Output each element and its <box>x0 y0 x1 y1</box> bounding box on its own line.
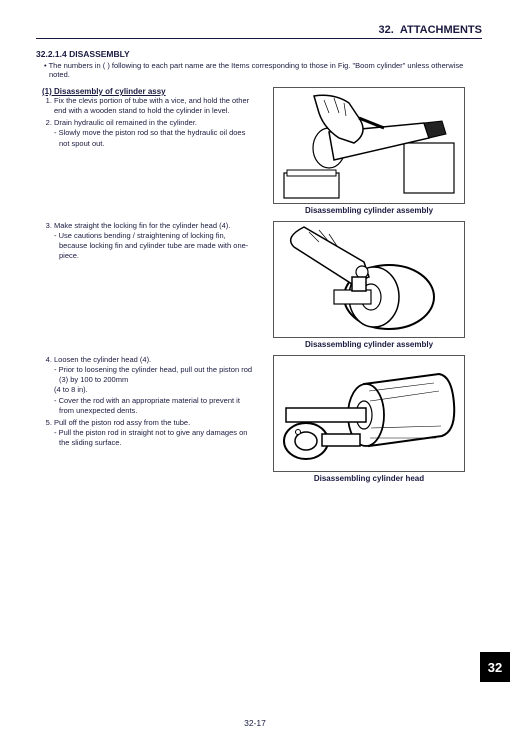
tab-number: 32 <box>488 660 502 675</box>
step-4: Loosen the cylinder head (4). - Prior to… <box>54 355 256 416</box>
step-1: Fix the clevis portion of tube with a vi… <box>54 96 256 116</box>
step-4-sub3: - Cover the rod with an appropriate mate… <box>54 396 256 416</box>
step-5: Pull off the piston rod assy from the tu… <box>54 418 256 448</box>
chapter-header: 32. ATTACHMENTS <box>36 24 482 36</box>
step-3-sub: - Use cautions bending / straightening o… <box>54 231 256 261</box>
figure-2 <box>273 221 465 338</box>
caption-3: Disassembling cylinder head <box>256 474 482 483</box>
section-number: 32.2.1.4 <box>36 49 67 59</box>
chapter-number: 32. <box>378 24 393 36</box>
intro-note: • The numbers in ( ) following to each p… <box>44 61 482 79</box>
page-number: 32-17 <box>0 718 510 728</box>
header-rule <box>36 38 482 39</box>
figure-3 <box>273 355 465 472</box>
step-4-sub1: - Prior to loosening the cylinder head, … <box>54 365 256 385</box>
chapter-title: ATTACHMENTS <box>400 24 482 36</box>
step-2: Drain hydraulic oil remained in the cyli… <box>54 118 256 148</box>
step-2-sub: - Slowly move the piston rod so that the… <box>54 128 256 148</box>
subsection-title: (1) Disassembly of cylinder assy <box>42 87 256 96</box>
step-5-sub: - Pull the piston rod in straight not to… <box>54 428 256 448</box>
section-name: DISASSEMBLY <box>69 49 130 59</box>
caption-2: Disassembling cylinder assembly <box>256 340 482 349</box>
caption-1: Disassembling cylinder assembly <box>256 206 482 215</box>
figure-1 <box>273 87 465 204</box>
chapter-tab: 32 <box>480 652 510 682</box>
section-title: 32.2.1.4 DISASSEMBLY <box>36 49 482 59</box>
step-3: Make straight the locking fin for the cy… <box>54 221 256 262</box>
step-4-sub2: (4 to 8 in). <box>54 385 256 395</box>
